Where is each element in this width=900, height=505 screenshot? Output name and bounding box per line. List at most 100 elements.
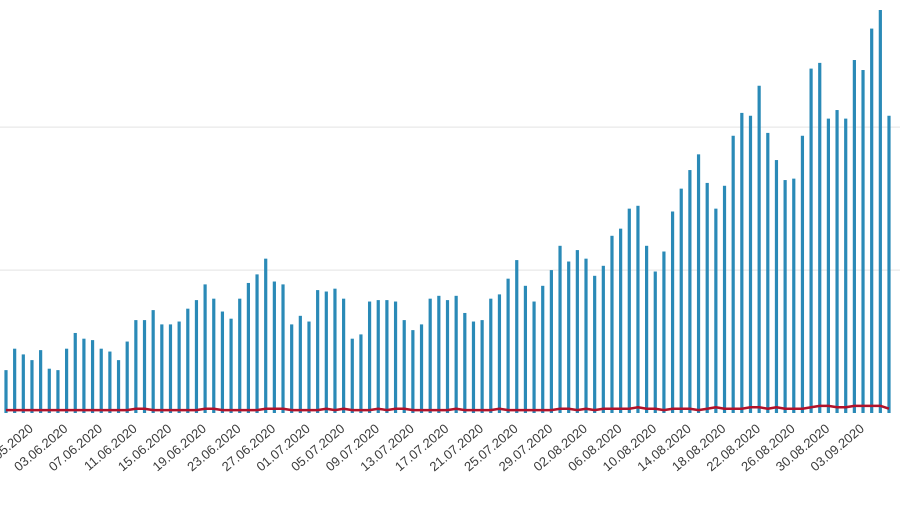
bar	[90, 340, 95, 413]
bar	[168, 324, 173, 413]
bar	[783, 180, 787, 413]
bar	[844, 118, 848, 413]
bar	[826, 118, 831, 413]
bar	[264, 258, 268, 413]
bar	[532, 301, 536, 413]
bar	[887, 115, 891, 413]
bar	[800, 135, 805, 414]
bar	[151, 310, 155, 413]
bar	[21, 354, 25, 413]
bar	[748, 115, 753, 413]
bar	[56, 370, 60, 413]
bar	[619, 228, 623, 413]
bar	[342, 298, 346, 413]
bar	[705, 182, 709, 413]
bar	[515, 260, 519, 413]
bar	[134, 320, 138, 413]
bar	[177, 321, 181, 413]
bar	[272, 281, 276, 413]
line	[6, 404, 890, 412]
bar	[307, 321, 311, 413]
bar	[696, 154, 701, 413]
bar	[194, 300, 199, 413]
bar	[766, 132, 770, 413]
bar	[73, 332, 77, 413]
bar	[584, 258, 588, 413]
bar	[454, 295, 458, 413]
bar	[835, 110, 839, 414]
bar	[393, 301, 398, 413]
bar	[463, 312, 467, 413]
bar	[575, 250, 579, 413]
bar	[220, 311, 225, 413]
bar	[662, 251, 666, 413]
bar	[610, 235, 614, 413]
bar	[13, 348, 17, 413]
bar	[653, 271, 657, 413]
bar	[411, 330, 415, 413]
bar	[290, 324, 294, 413]
bar	[108, 351, 112, 413]
bar	[740, 112, 744, 414]
bar	[47, 368, 51, 413]
bar	[558, 245, 562, 413]
bar	[792, 178, 796, 413]
bar	[593, 275, 597, 413]
bar	[601, 265, 605, 413]
bar	[506, 278, 510, 413]
bar	[645, 245, 649, 413]
bar	[281, 284, 285, 413]
bar	[636, 205, 640, 413]
bar	[385, 300, 389, 413]
bar	[445, 300, 450, 413]
bar	[30, 360, 34, 413]
bar	[627, 208, 631, 413]
bar	[722, 185, 727, 413]
bar	[359, 334, 363, 413]
bar	[809, 68, 813, 413]
bar	[212, 298, 216, 413]
bar	[255, 274, 259, 413]
bar	[324, 291, 328, 413]
bar	[64, 348, 69, 413]
bar	[497, 294, 502, 413]
bar	[419, 324, 424, 413]
bar	[82, 338, 86, 413]
bar	[298, 315, 302, 413]
bar	[861, 70, 865, 413]
bar	[116, 360, 121, 413]
bar	[567, 261, 571, 413]
bar	[523, 285, 528, 413]
bar	[186, 308, 190, 413]
bar	[774, 160, 779, 413]
bar	[367, 301, 372, 413]
bar	[688, 170, 692, 413]
bar	[402, 320, 406, 413]
bar	[541, 285, 545, 413]
bar	[428, 298, 432, 413]
bar	[4, 370, 8, 413]
bar	[125, 341, 129, 413]
bar	[238, 298, 242, 413]
bar	[160, 324, 164, 413]
bar	[376, 300, 380, 413]
bar	[471, 321, 476, 413]
bar	[679, 188, 683, 413]
bar	[246, 282, 250, 413]
bar	[99, 348, 103, 413]
bar	[731, 135, 735, 414]
bar	[714, 208, 718, 413]
bar	[489, 298, 493, 413]
bar	[852, 60, 856, 414]
bar	[333, 288, 337, 413]
bar	[480, 320, 484, 413]
bar	[670, 211, 675, 413]
bar	[757, 85, 761, 413]
bar	[203, 284, 207, 413]
bar	[142, 320, 147, 413]
bar	[878, 10, 882, 414]
bar	[39, 350, 43, 413]
bar	[437, 295, 441, 413]
bar	[229, 318, 233, 413]
